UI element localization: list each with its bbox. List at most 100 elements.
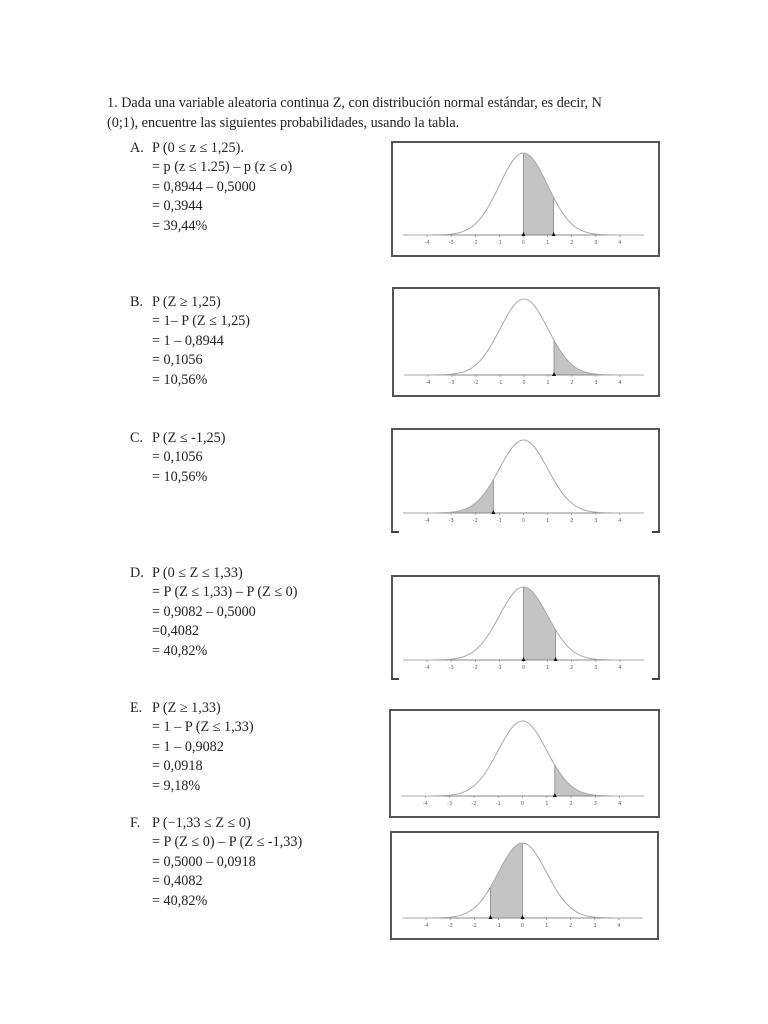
x-tick-label: -4	[424, 923, 429, 929]
problem-statement: P (Z ≤ -1,25)	[152, 430, 226, 446]
problem-letter: A.	[130, 140, 144, 156]
shaded-probability-area	[403, 479, 494, 513]
bell-curve	[401, 720, 644, 797]
intro-line-1: 1. Dada una variable aleatoria continua …	[107, 95, 602, 111]
problem-statement: P (−1,33 ≤ Z ≤ 0)	[152, 815, 251, 831]
z-value-marker	[551, 232, 556, 236]
normal-curve-plot: -4 -3 -2 -1 0 1 2 3 4	[403, 439, 644, 524]
x-tick-label: -2	[473, 518, 478, 524]
bell-curve	[403, 152, 644, 236]
z-value-marker	[552, 372, 556, 376]
problem-statement: P (Z ≥ 1,33)	[152, 700, 221, 716]
x-tick-label: 0	[521, 801, 524, 807]
step: = P (Z ≤ 1,33) – P (Z ≤ 0)	[152, 584, 298, 601]
step: = 10,56%	[152, 468, 208, 485]
x-tick-label: 0	[522, 518, 525, 524]
x-tick-label: 1	[546, 380, 549, 386]
x-tick-label: 4	[618, 518, 621, 524]
step: = 0,1056	[152, 352, 203, 369]
problem-letter: B.	[130, 294, 144, 310]
step: = 10,56%	[152, 371, 208, 388]
bracket-corner	[391, 678, 399, 680]
problem-statement: P (Z ≥ 1,25)	[152, 294, 221, 310]
normal-curve-chart-b: -4 -3 -2 -1 0 1 2 3 4	[392, 287, 660, 397]
problem-letter: F.	[130, 815, 141, 831]
step: = 0,5000 – 0,0918	[152, 853, 256, 870]
x-tick-label: 3	[594, 518, 597, 524]
step: = 40,82%	[152, 642, 208, 659]
x-tick-label: 0	[522, 380, 525, 386]
problem-c: C. P (Z ≤ -1,25) = 0,1056 = 10,56%	[130, 429, 225, 487]
x-tick-label: -3	[449, 518, 454, 524]
x-tick-label: -4	[426, 380, 431, 386]
problem-letter: E.	[130, 700, 143, 716]
x-tick-label: 2	[570, 801, 573, 807]
shaded-probability-area	[490, 843, 523, 918]
z-value-marker	[491, 510, 496, 514]
x-tick-label: -3	[448, 923, 453, 929]
x-tick-label: -4	[425, 518, 430, 524]
problem-a: A. P (0 ≤ z ≤ 1,25). = p (z ≤ 1.25) – p (…	[130, 139, 292, 236]
x-tick-label: -2	[471, 801, 476, 807]
x-tick-label: 4	[618, 380, 621, 386]
normal-curve-plot: -4 -3 -2 -1 0 1 2 3 4	[404, 298, 644, 386]
shaded-probability-area	[554, 765, 644, 796]
problem-intro: 1. Dada una variable aleatoria continua …	[107, 93, 647, 133]
step: = 0,1056	[152, 449, 203, 466]
bell-curve	[402, 842, 643, 919]
x-tick-label: -1	[497, 665, 502, 671]
step: = 0,8944 – 0,5000	[152, 178, 256, 195]
z-value-marker	[552, 793, 557, 797]
bell-curve	[403, 439, 644, 514]
bracket-corner	[652, 531, 660, 533]
z-value-marker	[520, 915, 525, 919]
step: = 1 – 0,8944	[152, 332, 224, 349]
x-tick-label: 1	[546, 240, 549, 246]
x-tick-label: 4	[617, 923, 620, 929]
normal-curve-plot: -4 -3 -2 -1 0 1 2 3 4	[401, 720, 644, 807]
normal-curve-chart-f: -4 -3 -2 -1 0 1 2 3 4	[390, 831, 659, 940]
solution-steps: = P (Z ≤ 0) – P (Z ≤ -1,33) = 0,5000 – 0…	[152, 833, 302, 911]
step: = 1– P (Z ≤ 1,25)	[152, 313, 251, 330]
x-tick-label: 2	[570, 380, 573, 386]
step: = 9,18%	[152, 777, 201, 794]
x-tick-label: -1	[496, 801, 501, 807]
x-tick-label: 3	[593, 923, 596, 929]
x-tick-label: 0	[522, 665, 525, 671]
x-tick-label: -3	[450, 380, 455, 386]
bracket-corner	[652, 678, 660, 680]
x-tick-label: 4	[618, 665, 621, 671]
normal-curve-plot: -4 -3 -2 -1 0 1 2 3 4	[403, 152, 644, 246]
solution-steps: = p (z ≤ 1.25) – p (z ≤ o) = 0,8944 – 0,…	[152, 158, 292, 236]
step: = 0,9082 – 0,5000	[152, 603, 256, 620]
solution-steps: = 0,1056 = 10,56%	[152, 448, 225, 487]
x-tick-label: 1	[546, 518, 549, 524]
bracket-corner	[391, 531, 399, 533]
x-tick-label: -1	[497, 240, 502, 246]
x-tick-label: -1	[497, 518, 502, 524]
x-tick-label: 1	[546, 665, 549, 671]
z-value-marker	[521, 232, 526, 236]
problem-statement: P (0 ≤ z ≤ 1,25).	[152, 140, 244, 156]
shaded-probability-area	[554, 340, 644, 375]
problem-b: B. P (Z ≥ 1,25) = 1– P (Z ≤ 1,25) = 1 – 0…	[130, 293, 250, 390]
z-value-marker	[488, 915, 493, 919]
x-tick-label: -3	[449, 665, 454, 671]
solution-steps: = 1 – P (Z ≤ 1,33) = 1 – 0,9082 = 0,0918…	[152, 718, 254, 796]
problem-letter: D.	[130, 565, 144, 581]
normal-curve-plot: -4 -3 -2 -1 0 1 2 3 4	[402, 842, 643, 929]
x-tick-label: -3	[447, 801, 452, 807]
x-tick-label: 0	[522, 240, 525, 246]
solution-steps: = 1– P (Z ≤ 1,25) = 1 – 0,8944 = 0,1056 …	[152, 312, 250, 390]
step: =0,4082	[152, 623, 200, 640]
z-value-marker	[521, 657, 526, 661]
x-tick-label: 3	[594, 240, 597, 246]
x-tick-label: -4	[425, 665, 430, 671]
x-tick-label: -4	[425, 240, 430, 246]
step: = 0,4082	[152, 873, 203, 890]
intro-line-2: (0;1), encuentre las siguientes probabil…	[107, 115, 460, 131]
normal-curve-plot: -4 -3 -2 -1 0 1 2 3 4	[403, 586, 644, 671]
x-tick-label: -2	[473, 665, 478, 671]
x-tick-label: -2	[473, 240, 478, 246]
problem-d: D. P (0 ≤ Z ≤ 1,33) = P (Z ≤ 1,33) – P (Z…	[130, 564, 297, 661]
